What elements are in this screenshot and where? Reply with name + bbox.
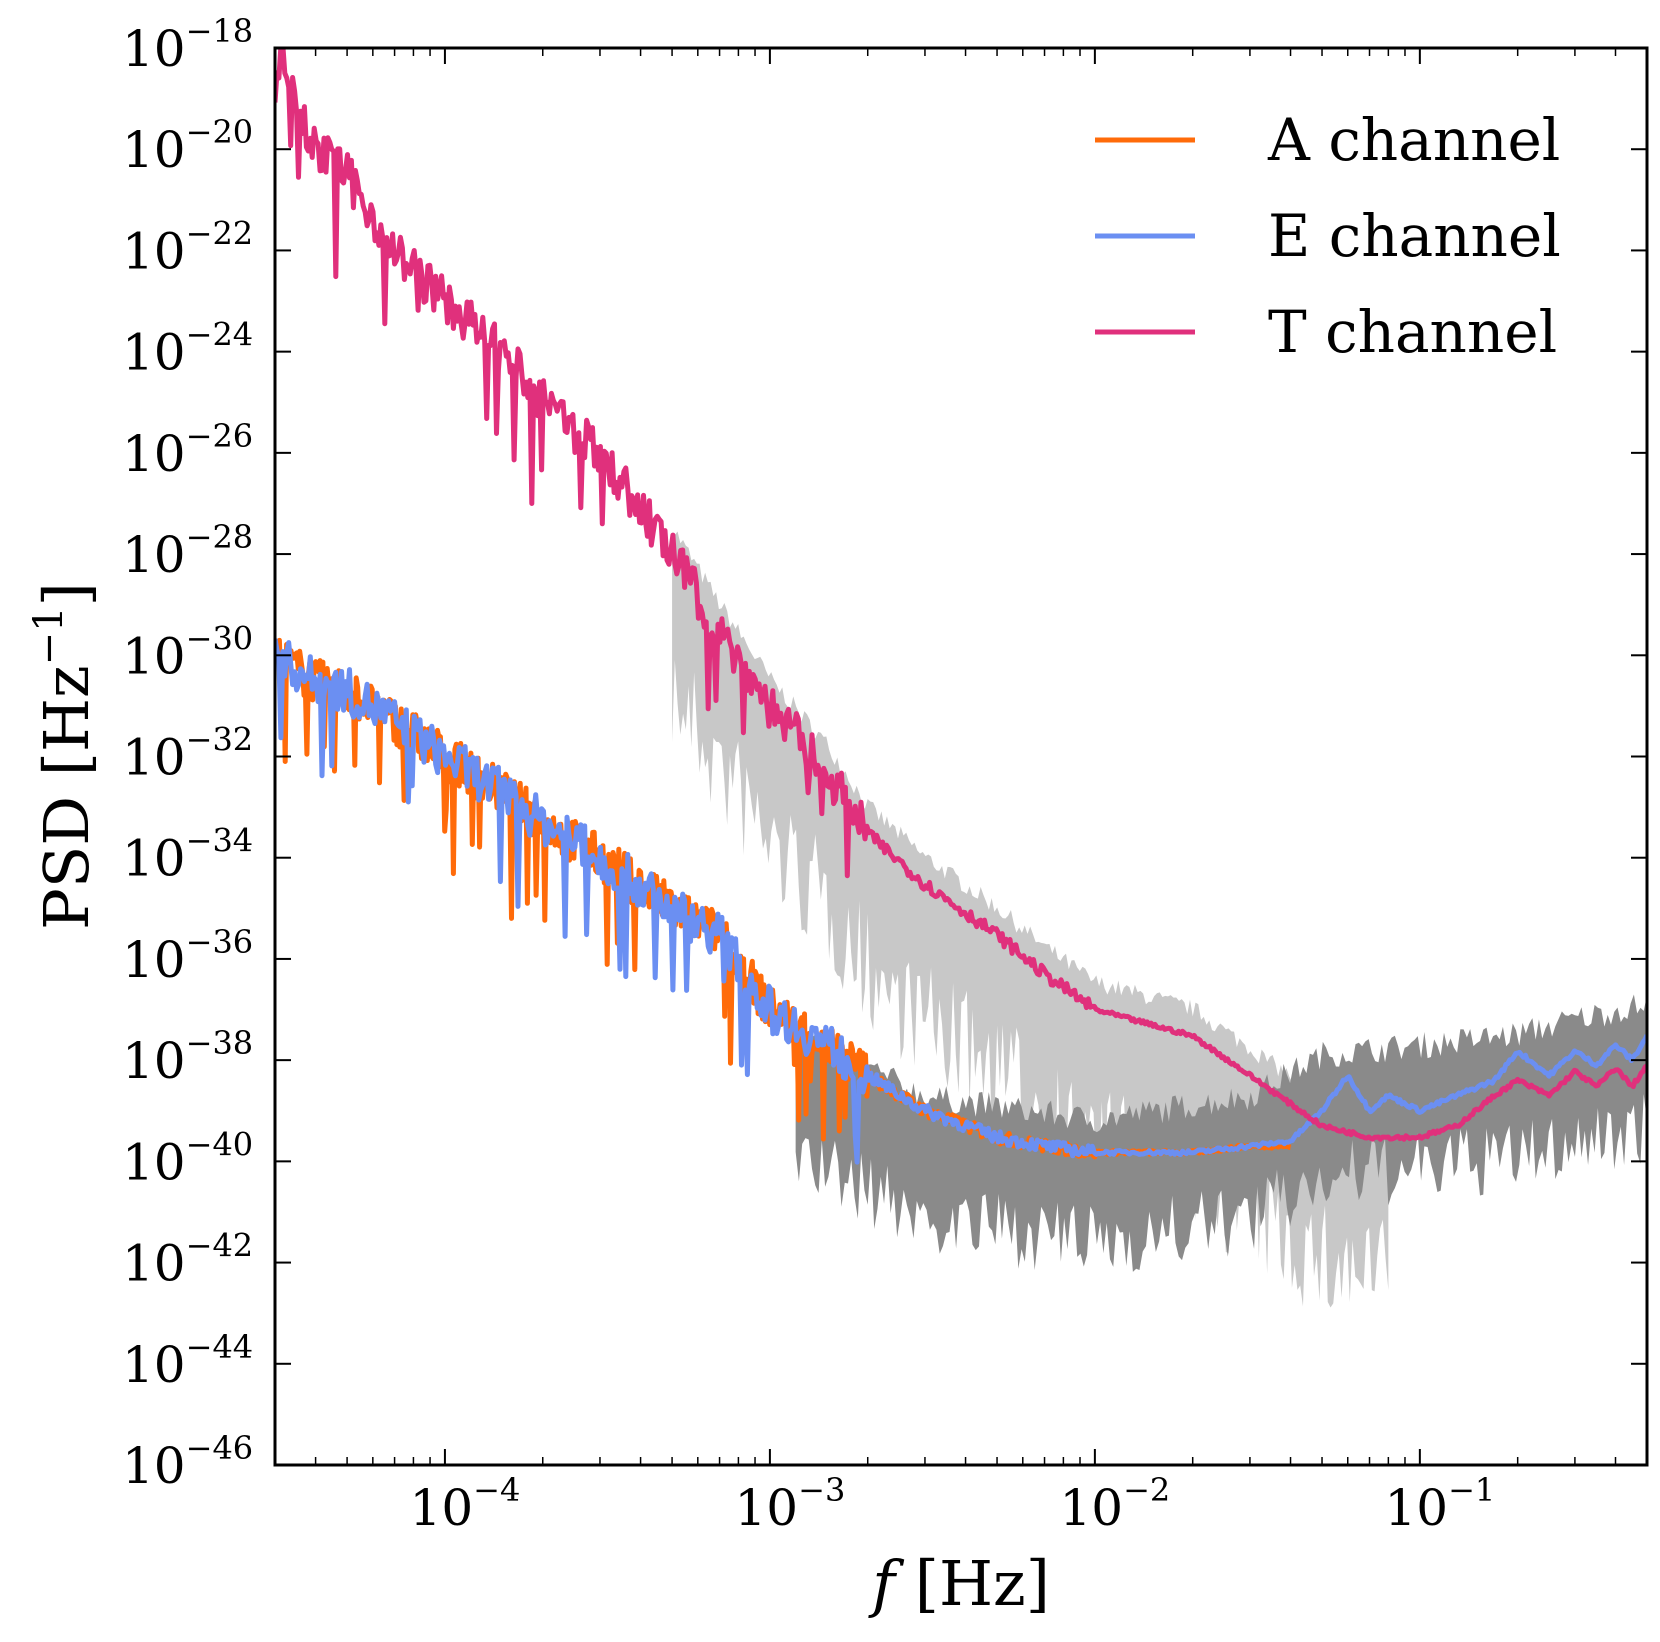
series-line-e-channel [275, 638, 1647, 1165]
noise-envelope [672, 531, 1647, 1308]
y-tick-label: 10−36 [122, 923, 253, 989]
x-tick-label: 10−1 [1384, 1471, 1495, 1537]
y-axis-label-prefix: PSD [Hz [30, 665, 103, 930]
y-tick-label: 10−44 [122, 1328, 253, 1394]
x-tick-label: 10−2 [1059, 1471, 1170, 1537]
y-tick-label: 10−20 [122, 113, 253, 179]
y-axis-label-suffix: ] [30, 582, 103, 606]
legend-label: E channel [1268, 202, 1561, 270]
y-tick-label: 10−32 [122, 721, 253, 787]
y-tick-label: 10−38 [122, 1024, 253, 1090]
y-tick-label: 10−22 [122, 214, 253, 280]
ticks-layer: 10−4 10−3 10−2 10−1 10−18 10−20 10−22 10−24 10−2… [122, 12, 1648, 1537]
x-axis-label: f [Hz] [868, 1547, 1050, 1620]
y-tick-label: 10−42 [122, 1227, 253, 1293]
x-axis-label-suffix: [Hz] [895, 1547, 1050, 1620]
series-layer [275, 48, 1647, 1165]
y-axis-label: PSD [Hz−1] [26, 582, 103, 930]
y-tick-label: 10−46 [122, 1429, 253, 1495]
series-line-t-channel [275, 48, 1647, 1142]
y-tick-label: 10−26 [122, 417, 253, 483]
legend-label: T channel [1268, 298, 1557, 366]
y-tick-label: 10−30 [122, 619, 253, 685]
legend-label: A channel [1267, 106, 1560, 174]
legend: A channel E channel T channel [1095, 106, 1561, 366]
x-tick-label: 10−3 [735, 1471, 846, 1537]
x-tick-label: 10−4 [410, 1471, 521, 1537]
noise-band-ae [795, 994, 1647, 1272]
y-tick-label: 10−18 [122, 12, 253, 78]
y-tick-label: 10−28 [122, 518, 253, 584]
y-tick-label: 10−40 [122, 1125, 253, 1191]
y-tick-label: 10−34 [122, 822, 253, 888]
y-axis-label-superscript: −1 [26, 606, 72, 665]
y-tick-label: 10−24 [122, 316, 253, 382]
